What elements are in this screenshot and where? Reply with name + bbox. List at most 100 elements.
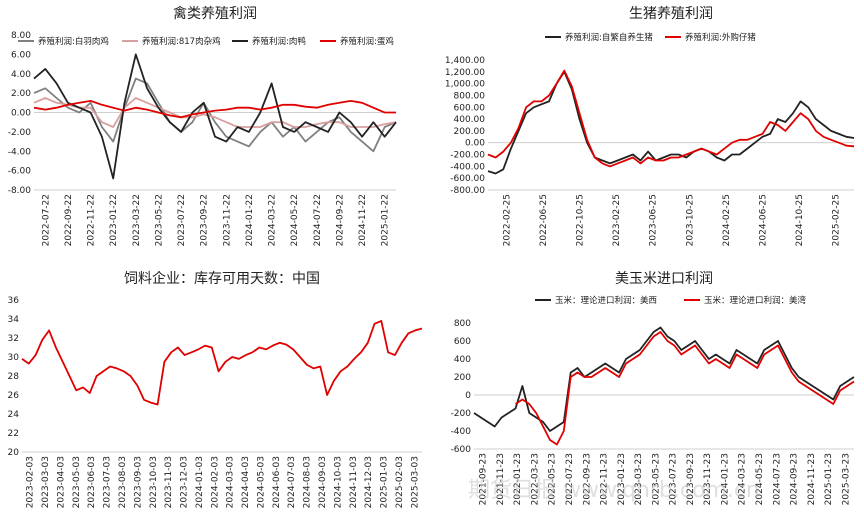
x-tick-label: 2024-05-22 <box>290 194 300 246</box>
x-tick-label: 2025-03-03 <box>410 456 420 508</box>
x-tick-label: 2024-04-03 <box>241 456 251 508</box>
x-tick-label: 2024-11-03 <box>349 456 359 508</box>
y-tick-label: -200.00 <box>450 151 485 161</box>
x-tick-label: 2025-01-03 <box>380 456 390 508</box>
x-tick-label: 2024-11-23 <box>807 453 817 505</box>
x-tick-label: 2024-06-25 <box>759 194 769 246</box>
y-tick-label: 800.00 <box>454 91 486 101</box>
y-tick-label: 26 <box>8 391 20 401</box>
x-tick-label: 2024-03-03 <box>226 456 236 508</box>
x-tick-label: 2022-07-23 <box>565 453 575 505</box>
x-tick-label: 2023-01-22 <box>109 194 119 246</box>
y-tick-label: 4.00 <box>11 70 31 80</box>
y-tick-label: 200.00 <box>454 127 486 137</box>
x-tick-label: 2022-02-25 <box>502 194 512 246</box>
x-tick-label: 2024-05-03 <box>256 456 266 508</box>
series-line <box>21 320 423 406</box>
legend-label: 养殖利润:肉鸭 <box>252 36 306 47</box>
y-tick-label: 0.00 <box>465 139 485 149</box>
x-tick-label: 2022-09-22 <box>64 194 74 246</box>
chart-title: 禽类养殖利润 <box>173 5 257 22</box>
x-tick-label: 2023-11-23 <box>703 453 713 505</box>
y-tick-label: -6.00 <box>8 167 32 177</box>
legend-label: 养殖利润:蛋鸡 <box>340 36 394 47</box>
x-tick-label: 2024-06-03 <box>272 456 282 508</box>
x-tick-label: 2022-09-23 <box>582 453 592 505</box>
legend-label: 玉米：理论进口利润：美西 <box>555 295 657 306</box>
x-tick-label: 2024-01-23 <box>720 453 730 505</box>
x-tick-label: 2024-02-03 <box>210 456 220 508</box>
x-tick-label: 2023-05-22 <box>154 194 164 246</box>
series-line <box>33 97 397 128</box>
x-tick-label: 2023-11-03 <box>164 456 174 508</box>
y-tick-label: 34 <box>8 315 20 325</box>
x-tick-label: 2024-11-22 <box>358 194 368 246</box>
y-tick-label: 32 <box>8 334 19 344</box>
x-tick-label: 2025-01-22 <box>381 194 391 246</box>
legend-label: 养殖利润:白羽肉鸡 <box>38 36 109 47</box>
x-tick-label: 2024-07-03 <box>287 456 297 508</box>
x-tick-label: 2024-02-25 <box>722 194 732 246</box>
x-tick-label: 2023-03-23 <box>634 453 644 505</box>
y-tick-label: 30 <box>8 353 20 363</box>
x-tick-label: 2022-11-23 <box>600 453 610 505</box>
y-tick-label: 1,200.00 <box>445 68 485 78</box>
x-tick-label: 2023-05-23 <box>651 453 661 505</box>
y-tick-label: 0 <box>465 391 471 401</box>
x-tick-label: 2023-07-22 <box>177 194 187 246</box>
x-tick-label: 2023-12-03 <box>180 456 190 508</box>
x-tick-label: 2022-05-23 <box>548 453 558 505</box>
x-tick-label: 2023-06-03 <box>87 456 97 508</box>
y-tick-label: 28 <box>8 372 20 382</box>
y-tick-label: -600.00 <box>450 174 485 184</box>
series-line <box>33 53 397 180</box>
x-tick-label: 2024-08-03 <box>303 456 313 508</box>
x-tick-label: 2024-03-22 <box>268 194 278 246</box>
series-line <box>487 69 855 168</box>
x-tick-label: 2024-01-22 <box>245 194 255 246</box>
chart-title: 生猪养殖利润 <box>629 5 713 22</box>
y-tick-label: -600 <box>451 445 472 455</box>
chart-title: 饲料企业：库存可用天数：中国 <box>124 270 320 287</box>
y-tick-label: 20 <box>8 448 20 458</box>
legend-label: 养殖利润:外购仔猪 <box>685 32 756 43</box>
y-tick-label: -2.00 <box>8 128 32 138</box>
x-tick-label: 2025-01-23 <box>824 453 834 505</box>
x-tick-label: 2021-11-23 <box>496 453 506 505</box>
x-tick-label: 2023-02-25 <box>612 194 622 246</box>
x-tick-label: 2024-10-03 <box>333 456 343 508</box>
x-tick-label: 2025-02-25 <box>832 194 842 246</box>
x-tick-label: 2023-03-03 <box>41 456 51 508</box>
x-tick-label: 2025-03-23 <box>841 453 851 505</box>
x-tick-label: 2023-03-22 <box>132 194 142 246</box>
series-line <box>33 100 396 119</box>
y-tick-label: 200 <box>454 373 471 383</box>
y-tick-label: 1,000.00 <box>445 80 485 90</box>
legend-label: 养殖利润:817肉杂鸡 <box>142 36 221 47</box>
x-tick-label: 2022-06-25 <box>539 194 549 246</box>
series-line <box>487 70 855 175</box>
y-tick-label: 600.00 <box>454 103 486 113</box>
chart-title: 美玉米进口利润 <box>615 271 713 287</box>
series-line <box>473 326 855 432</box>
x-tick-label: 2023-10-25 <box>685 194 695 246</box>
y-tick-label: 800 <box>454 319 471 329</box>
y-tick-label: 36 <box>8 296 20 306</box>
y-tick-label: -200 <box>451 409 472 419</box>
x-tick-label: 2024-09-03 <box>318 456 328 508</box>
legend-label: 玉米：理论进口利润：美湾 <box>704 295 807 306</box>
x-tick-label: 2024-09-23 <box>790 453 800 505</box>
y-tick-label: 400.00 <box>454 115 486 125</box>
y-tick-label: 400 <box>454 355 471 365</box>
x-tick-label: 2023-01-23 <box>617 453 627 505</box>
y-tick-label: 6.00 <box>11 50 31 60</box>
x-tick-label: 2023-09-03 <box>133 456 143 508</box>
y-tick-label: 22 <box>8 429 19 439</box>
y-tick-label: 0.00 <box>11 109 31 119</box>
x-tick-label: 2024-12-03 <box>364 456 374 508</box>
y-tick-label: -800.00 <box>450 186 485 196</box>
x-tick-label: 2024-07-22 <box>313 194 323 246</box>
x-tick-label: 2024-03-23 <box>738 453 748 505</box>
x-tick-label: 2023-02-03 <box>26 456 36 508</box>
x-tick-label: 2025-02-03 <box>395 456 405 508</box>
